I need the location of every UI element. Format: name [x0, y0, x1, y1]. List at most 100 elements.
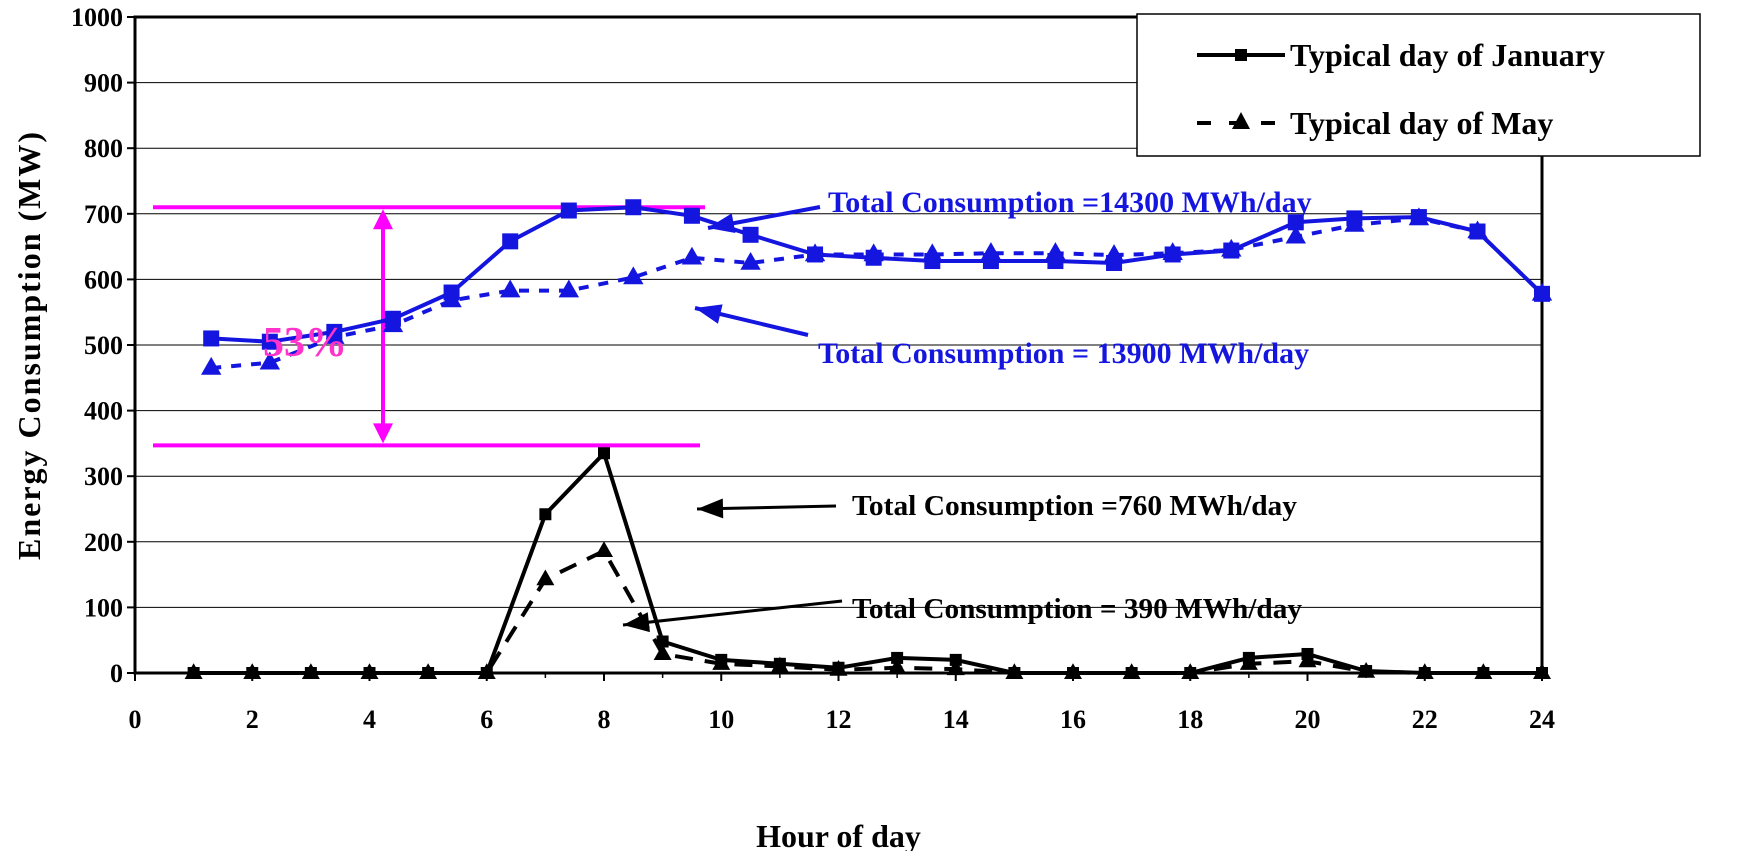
annotations: 53% Total Consumption =14300 MWh/day Total… [263, 186, 1312, 633]
series-2-point-6 [539, 508, 552, 521]
x-tick-label-0: 0 [129, 705, 142, 734]
x-tick-label-2: 2 [246, 705, 259, 734]
series-0-point-5 [502, 233, 519, 250]
x-tick-label-20: 20 [1295, 705, 1321, 734]
series-1-point-21 [1467, 220, 1488, 239]
x-tick-label-22: 22 [1412, 705, 1438, 734]
series-0-point-8 [683, 207, 700, 224]
arrow-may-lower-shaft [622, 599, 843, 627]
annotation-jan-lower: Total Consumption =760 MWh/day [852, 491, 1297, 522]
y-tick-label-800: 800 [84, 134, 123, 163]
series-3-point-20 [1357, 661, 1376, 678]
x-axis-title: Hour of day [756, 818, 921, 851]
series-1-point-10 [804, 243, 826, 262]
arrow-jan-lower-head [697, 498, 724, 519]
legend-label-0: Typical day of January [1290, 37, 1605, 73]
series-1-point-13 [980, 242, 1002, 260]
x-tick-label-18: 18 [1177, 705, 1203, 734]
y-tick-label-300: 300 [84, 462, 123, 491]
y-tick-label-400: 400 [84, 397, 123, 426]
series-3-point-5 [477, 663, 496, 679]
y-tick-label-0: 0 [110, 659, 123, 688]
series-1-point-15 [1103, 244, 1125, 262]
arrow-may-upper-head [695, 304, 723, 324]
y-tick-label-700: 700 [84, 200, 123, 229]
series-0-point-7 [625, 199, 642, 216]
series-1-point-18 [1285, 225, 1306, 244]
series-3-point-22 [1474, 663, 1493, 679]
series-3-point-7 [595, 541, 613, 557]
x-tick-label-24: 24 [1529, 705, 1555, 734]
series-3-point-4 [419, 663, 438, 679]
x-tick-label-8: 8 [598, 705, 611, 734]
series-2-point-12 [891, 651, 904, 664]
series-1-point-0 [201, 356, 222, 375]
y-tick-label-900: 900 [84, 69, 123, 98]
gridlines [135, 82, 1542, 608]
series-1-point-22 [1531, 282, 1553, 301]
series-line-2 [193, 451, 1542, 675]
series-3-point-23 [1533, 663, 1551, 679]
series-1-point-5 [500, 279, 521, 298]
series-0-point-18 [1287, 214, 1304, 231]
legend-marker-square [1235, 49, 1247, 61]
range-indicator [153, 205, 705, 448]
series-3-point-6 [536, 569, 555, 586]
series-1-point-12 [922, 243, 943, 262]
series-1-point-7 [623, 266, 644, 285]
y-tick-label-100: 100 [84, 593, 123, 622]
series-3-point-2 [301, 663, 320, 679]
series-1-point-8 [681, 246, 703, 265]
series-3-point-1 [243, 663, 262, 679]
series-1-point-6 [558, 279, 580, 298]
annotation-may-lower: Total Consumption = 390 MWh/day [852, 594, 1302, 625]
series-layer [184, 199, 1553, 679]
series-3-point-17 [1181, 663, 1200, 679]
series-2-point-8 [656, 635, 669, 648]
arrow-jan-upper-head [708, 213, 736, 234]
series-3-point-16 [1122, 663, 1141, 679]
series-3-point-12 [888, 658, 907, 674]
series-3-point-21 [1415, 663, 1434, 679]
series-3-point-10 [770, 656, 789, 673]
arrow-may-lower-head [623, 612, 650, 633]
series-1-point-1 [259, 351, 281, 370]
x-tick-label-10: 10 [708, 705, 734, 734]
series-0-point-6 [560, 202, 577, 219]
series-3-point-14 [1005, 663, 1024, 679]
series-1-point-4 [441, 289, 462, 308]
y-tick-label-500: 500 [84, 331, 123, 360]
series-0-point-0 [203, 330, 220, 347]
series-3-point-18 [1239, 654, 1258, 670]
series-3-point-11 [829, 659, 848, 676]
series-1-point-14 [1045, 242, 1066, 260]
series-1-point-11 [863, 243, 884, 262]
series-0-point-1 [261, 333, 278, 350]
series-3-point-9 [712, 654, 731, 670]
annotation-jan-upper: Total Consumption =14300 MWh/day [828, 186, 1312, 219]
legend: Typical day of January Typical day of May [1136, 13, 1701, 157]
legend-label-1: Typical day of May [1290, 105, 1553, 141]
series-2-point-7 [598, 447, 610, 460]
x-tick-label-4: 4 [363, 705, 376, 734]
legend-box [1136, 13, 1701, 157]
range-arrowhead-down [373, 423, 393, 444]
annotation-may-upper: Total Consumption = 13900 MWh/day [818, 337, 1309, 370]
legend-marker-triangle [1232, 112, 1250, 129]
x-tick-label-6: 6 [480, 705, 493, 734]
y-tick-label-200: 200 [84, 528, 123, 557]
series-line-3 [193, 549, 1542, 675]
y-tick-label-1000: 1000 [71, 3, 123, 32]
series-1-point-2 [324, 326, 345, 344]
range-arrowhead-up [373, 209, 393, 230]
series-1-point-9 [740, 251, 761, 270]
series-3-point-0 [184, 663, 203, 679]
x-tick-label-14: 14 [943, 705, 969, 734]
series-3-point-8 [653, 644, 672, 660]
series-0-point-9 [742, 226, 759, 243]
series-1-point-17 [1221, 238, 1242, 257]
x-tick-label-12: 12 [826, 705, 852, 734]
y-axis-title: Energy Consumption (MW) [11, 130, 47, 560]
